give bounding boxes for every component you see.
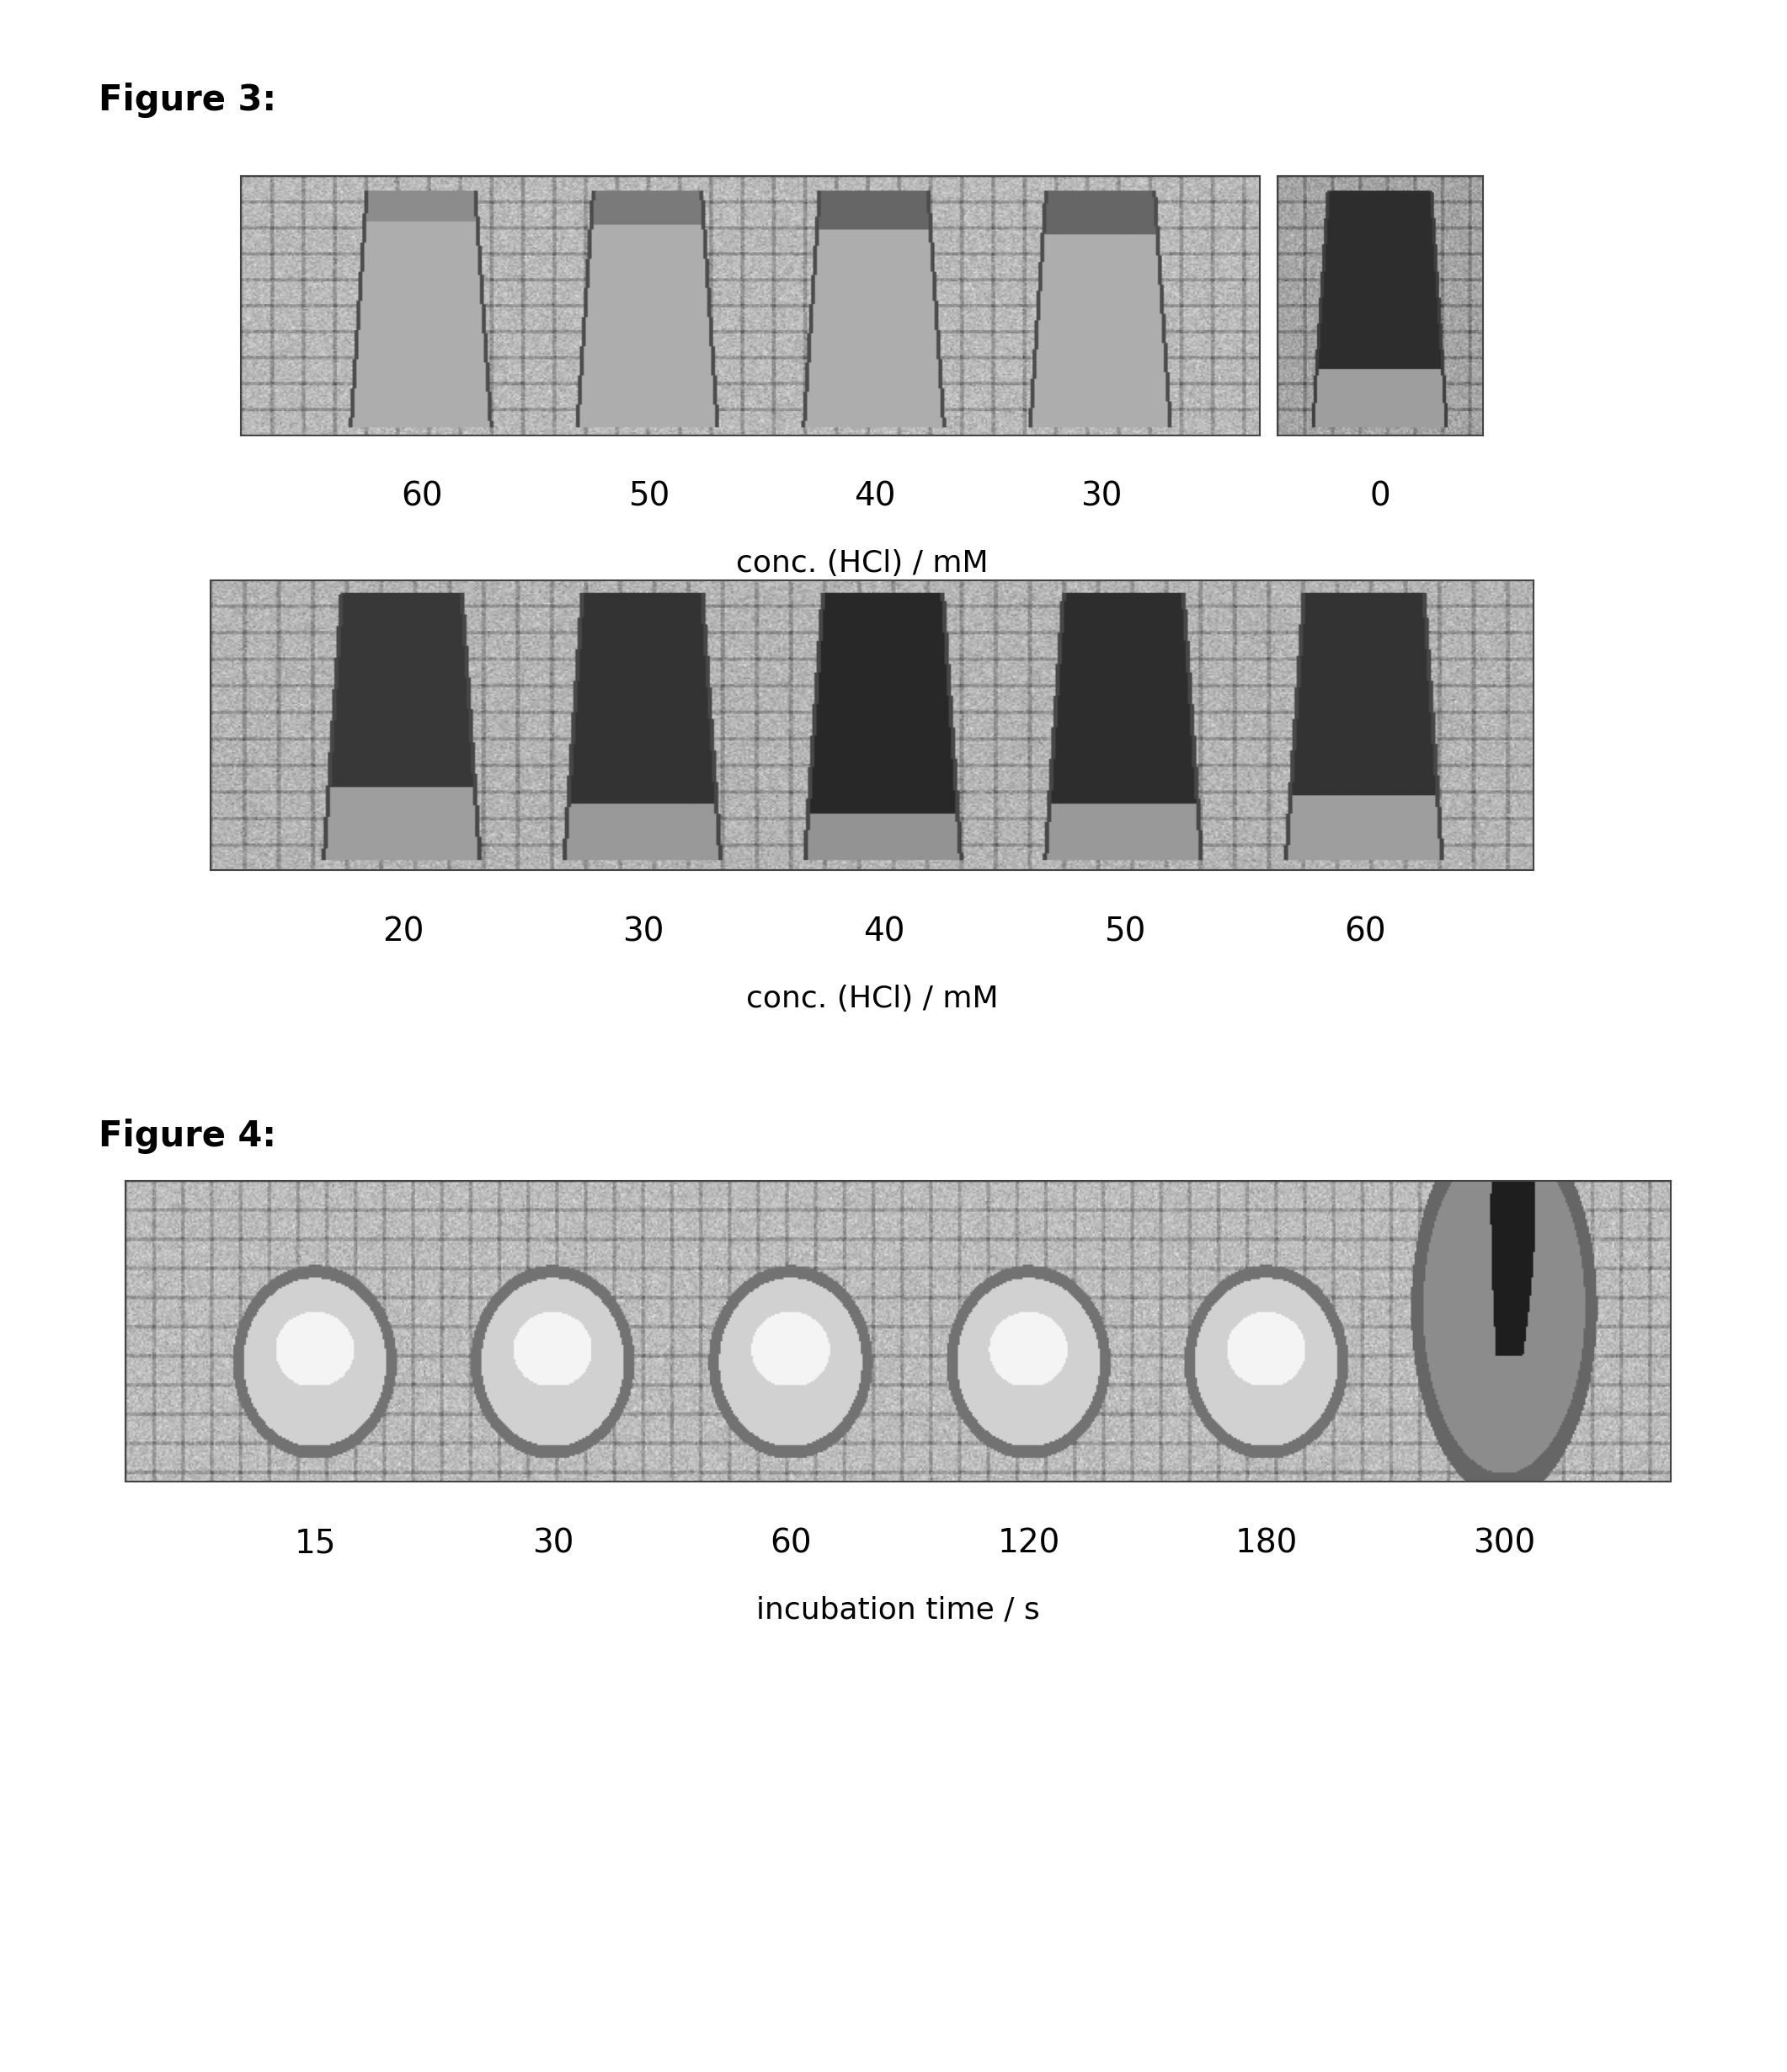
Text: conc. (HCl) / mM: conc. (HCl) / mM <box>745 984 999 1013</box>
Text: 50: 50 <box>627 481 670 512</box>
Text: 40: 40 <box>854 481 895 512</box>
Text: 30: 30 <box>1081 481 1122 512</box>
Text: 180: 180 <box>1235 1527 1297 1558</box>
Text: 60: 60 <box>770 1527 811 1558</box>
Text: 60: 60 <box>402 481 443 512</box>
Text: 120: 120 <box>997 1527 1060 1558</box>
Text: 20: 20 <box>382 916 424 947</box>
Text: 30: 30 <box>533 1527 574 1558</box>
Text: 300: 300 <box>1472 1527 1535 1558</box>
Text: 50: 50 <box>1104 916 1145 947</box>
Text: 60: 60 <box>1344 916 1387 947</box>
Text: incubation time / s: incubation time / s <box>756 1595 1040 1624</box>
Text: 30: 30 <box>624 916 665 947</box>
Text: 40: 40 <box>863 916 904 947</box>
Text: 15: 15 <box>295 1527 336 1558</box>
Text: conc. (HCl) / mM: conc. (HCl) / mM <box>736 549 988 578</box>
Text: Figure 4:: Figure 4: <box>98 1119 275 1154</box>
Text: 0: 0 <box>1371 481 1390 512</box>
Text: Figure 3:: Figure 3: <box>98 83 275 118</box>
